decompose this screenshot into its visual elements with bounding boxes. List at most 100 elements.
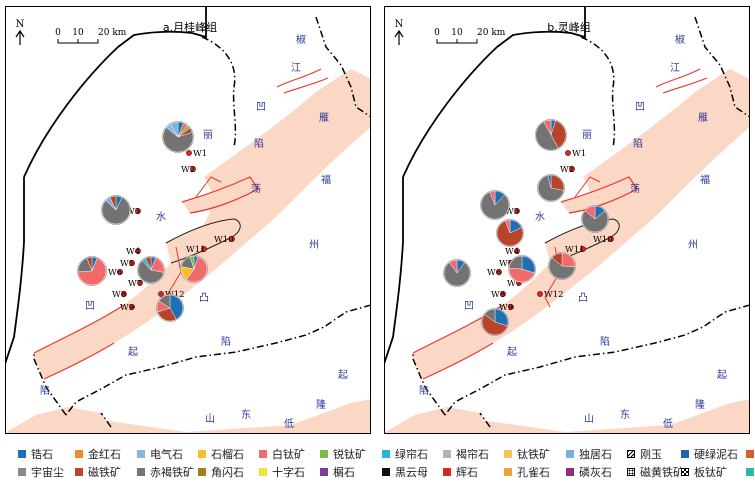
- pie-w11: [548, 252, 576, 280]
- legend-label: 金红石: [88, 447, 121, 461]
- legend-swatch: [746, 467, 754, 476]
- station-label-w2: W2: [181, 165, 195, 175]
- pie-w2: [537, 174, 565, 202]
- basin-area-0: [34, 69, 370, 379]
- legend-swatch: [137, 449, 145, 458]
- unit-boundary-1: [315, 16, 370, 118]
- station-marker-w6: [117, 269, 123, 275]
- region-label: 陷: [254, 137, 264, 150]
- legend-label: 白钛矿: [272, 447, 305, 461]
- station-marker-w3: [135, 208, 141, 214]
- pie-slice-hematite-limonite: [162, 127, 194, 153]
- mineral-pies: [443, 119, 609, 336]
- scale-tick-label: 0: [55, 28, 61, 38]
- pie-slice-hematite-limonite: [581, 210, 609, 233]
- station-label-w2: W2: [560, 165, 574, 175]
- legend-label: 独居石: [579, 447, 612, 461]
- pie-w6: [443, 259, 471, 287]
- legend-swatch: [382, 467, 390, 476]
- scale-tick-label: 0: [434, 28, 440, 38]
- pie-slice-leucoxene: [449, 259, 458, 274]
- basin-area-4: [6, 407, 115, 433]
- region-label: 起: [507, 346, 517, 358]
- pie-slice-magnetite: [86, 256, 93, 272]
- legend-label: 锐钛矿: [333, 447, 366, 461]
- station-marker-w1: [565, 150, 571, 156]
- station-label-w6: W6: [108, 268, 122, 278]
- legend-label: 十字石: [272, 465, 305, 479]
- unit-boundary-3: [100, 412, 112, 428]
- region-label: 丽: [582, 130, 592, 141]
- legend-swatch: [504, 449, 512, 458]
- station-label-w11: W11: [565, 245, 585, 255]
- station-label-w3: W3: [126, 207, 140, 217]
- region-label: 水: [156, 211, 166, 223]
- station-marker-w11: [201, 246, 207, 252]
- station-marker-w1: [186, 150, 192, 156]
- fault-line-mid: [195, 176, 222, 198]
- pie-slice-magnetite: [551, 252, 563, 267]
- station-marker-w8: [500, 291, 506, 297]
- region-label: 椒: [296, 33, 306, 46]
- region-label: 陷: [40, 384, 50, 397]
- unit-boundary-3: [479, 412, 491, 428]
- region-label: 陷: [419, 384, 429, 397]
- region-label: 东: [241, 408, 251, 421]
- legend-swatch: [137, 467, 145, 476]
- region-label: 雁: [698, 112, 708, 124]
- north-label: N: [395, 19, 404, 30]
- map-panel-b: N 0 10 20 km b.灵峰组椒江凹雁陷丽荡福水州凸凹起陷陷起东隆山低 W1 W2 W3…: [384, 6, 750, 434]
- legend-item-anatase: 锐钛矿: [320, 446, 366, 461]
- pie-slice-hematite-limonite: [101, 197, 131, 225]
- region-label: 荡: [630, 183, 640, 195]
- region-label: 低: [284, 417, 294, 430]
- north-label: N: [16, 19, 25, 30]
- station-label-w4: W4: [126, 247, 140, 257]
- scale-tick-label: 10: [72, 28, 84, 38]
- pie-slice-magnetite: [481, 314, 508, 336]
- pie-w1: [162, 121, 194, 153]
- region-label: 椒: [675, 33, 685, 46]
- station-label-w4: W4: [505, 247, 519, 257]
- legend-item-hematite-limonite: 赤褐铁矿: [137, 464, 194, 479]
- region-label: 荡: [251, 183, 261, 195]
- station-label-w8: W8: [112, 290, 126, 300]
- pie-w6: [77, 256, 107, 286]
- pie-slice-magnetite: [145, 256, 152, 271]
- legend-swatch: [443, 467, 451, 476]
- legend-item-rutile: 金红石: [75, 446, 121, 461]
- region-label: 凹: [85, 301, 95, 312]
- station-label-w11: W11: [186, 245, 206, 255]
- pie-slice-zircon: [494, 308, 509, 327]
- unit-boundary-1: [694, 16, 749, 118]
- legend-item-pyroxene: 辉石: [443, 464, 478, 479]
- station-label-w12: W12: [544, 290, 564, 300]
- legend-item-hornblende: 角闪石: [198, 464, 244, 479]
- basin-area-2: [182, 177, 258, 213]
- pie-slice-leucoxene: [186, 256, 208, 283]
- region-label: 隆: [316, 398, 326, 411]
- pie-w3: [480, 190, 510, 220]
- pie-w7: [508, 255, 536, 283]
- legend-item-staurolite: 十字石: [259, 464, 305, 479]
- mineral-pies: [77, 121, 208, 322]
- station-marker-w4: [514, 248, 520, 254]
- legend-item-epidote: 绿帘石: [382, 446, 428, 461]
- pie-slice-monazite: [170, 121, 179, 138]
- region-label: 隆: [695, 398, 705, 411]
- region-label: 起: [128, 346, 138, 358]
- region-label: 山: [205, 413, 215, 425]
- station-marker-w2: [569, 166, 575, 172]
- legend-label: 石榴石: [211, 447, 244, 461]
- fault-line-red: [33, 176, 259, 380]
- scale-bar: 0 10 20 km: [55, 28, 127, 44]
- region-label: 起: [717, 369, 727, 381]
- legend-swatch: [566, 467, 574, 476]
- region-label: 州: [309, 239, 319, 251]
- station-marker-w9: [508, 304, 514, 310]
- pie-slice-magnetite: [109, 195, 117, 211]
- pie-slice-leucoxene: [508, 267, 535, 283]
- region-label: 东: [620, 408, 630, 421]
